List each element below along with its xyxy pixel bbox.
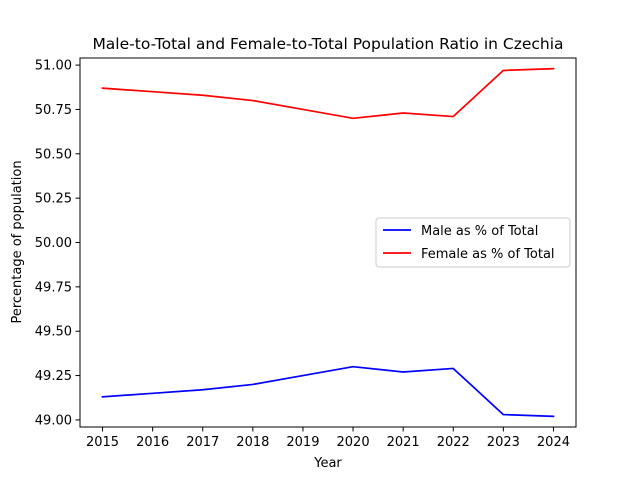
x-axis-label: Year [313, 456, 342, 471]
x-tick-label: 2017 [186, 435, 219, 450]
x-tick-label: 2015 [86, 435, 119, 450]
chart-title: Male-to-Total and Female-to-Total Popula… [92, 35, 563, 53]
x-tick-label: 2024 [537, 435, 570, 450]
y-tick-label: 49.00 [35, 413, 72, 428]
legend-box [375, 217, 571, 268]
x-tick-label: 2023 [487, 435, 520, 450]
legend-label-female: Female as % of Total [421, 247, 555, 262]
x-tick-label: 2021 [387, 435, 420, 450]
y-axis-label: Percentage of population [10, 160, 25, 323]
y-axis: 49.00 49.25 49.50 49.75 50.00 50.25 50.50 50.75… [35, 59, 80, 428]
x-tick-label: 2020 [337, 435, 370, 450]
y-tick-label: 49.25 [35, 369, 72, 384]
x-tick-label: 2022 [437, 435, 470, 450]
y-tick-label: 50.00 [35, 236, 72, 251]
y-tick-label: 50.50 [35, 147, 72, 162]
series-line-male [101, 365, 555, 418]
y-tick-label: 49.75 [35, 280, 72, 295]
series-line-female [101, 67, 555, 120]
y-tick-label: 49.50 [35, 325, 72, 340]
x-tick-label: 2016 [136, 435, 169, 450]
legend-label-male: Male as % of Total [421, 224, 538, 239]
plot-lines [101, 67, 555, 418]
x-axis: 2015 2016 2017 2018 2019 2020 2021 2022 2023 2024 [86, 427, 570, 450]
x-tick-label: 2019 [286, 435, 319, 450]
legend: Male as % of Total Female as % of Total [375, 217, 571, 268]
y-tick-label: 50.75 [35, 103, 72, 118]
y-tick-label: 51.00 [35, 59, 72, 74]
y-tick-label: 50.25 [35, 192, 72, 207]
x-tick-label: 2018 [236, 435, 269, 450]
